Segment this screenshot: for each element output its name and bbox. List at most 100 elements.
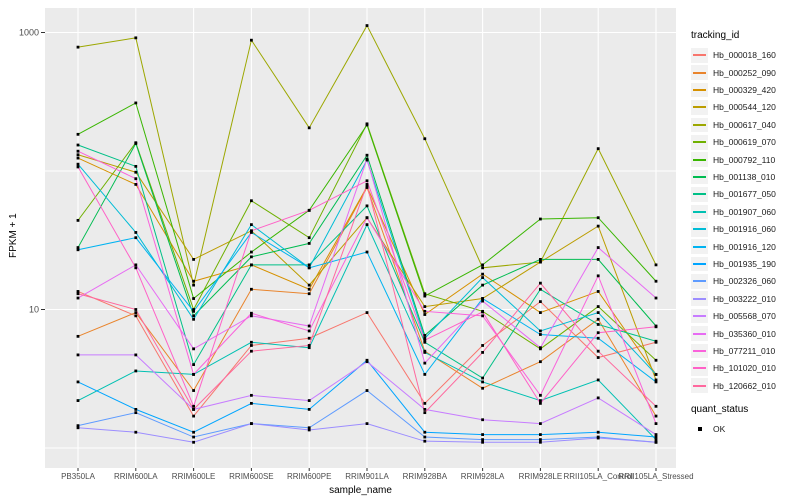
data-point: [654, 435, 658, 439]
y-axis-title: FPKM + 1: [8, 213, 19, 258]
legend-key-swatch: [691, 221, 708, 237]
data-point: [596, 274, 600, 278]
legend-key-swatch: [691, 239, 708, 254]
data-point: [423, 294, 427, 298]
legend-key-swatch: [691, 343, 708, 359]
data-point: [596, 216, 600, 220]
data-point: [76, 380, 80, 384]
data-point: [134, 236, 138, 240]
data-point: [192, 314, 195, 318]
data-point: [596, 430, 600, 434]
data-point: [423, 137, 427, 141]
data-point: [250, 199, 253, 203]
data-point: [596, 396, 600, 400]
x-tick-label: RRIM928LE: [519, 472, 563, 481]
data-point: [423, 439, 427, 443]
data-point: [423, 351, 427, 354]
legend-item-label: Hb_000792_110: [713, 154, 776, 165]
data-point: [596, 147, 600, 151]
x-tick-label: RRIM600LA: [114, 472, 158, 481]
data-point: [76, 353, 80, 357]
data-point: [481, 276, 484, 279]
data-point: [134, 170, 138, 174]
legend-item-label: Hb_002326_060: [713, 276, 776, 287]
data-point: [365, 179, 369, 183]
data-point: [76, 143, 80, 147]
data-point: [192, 414, 195, 418]
data-point: [250, 255, 253, 259]
legend-line-icon: [693, 123, 706, 126]
data-point: [365, 157, 369, 161]
data-point: [307, 287, 311, 291]
legend-line-icon: [693, 315, 706, 318]
legend-items: Hb_000018_160 Hb_000252_090 Hb_000329_420 H…: [691, 48, 799, 394]
y-tick-label: 1000: [19, 28, 39, 38]
data-point: [76, 149, 80, 153]
legend-item: Hb_120662_010: [691, 378, 799, 394]
data-point: [134, 314, 138, 318]
data-point: [654, 378, 658, 382]
data-point: [134, 266, 138, 270]
data-point: [134, 308, 138, 311]
legend-line-icon: [693, 245, 706, 248]
data-point: [250, 229, 253, 233]
data-point: [365, 153, 369, 157]
legend-key-swatch: [691, 117, 708, 133]
legend-item: Hb_000619_070: [691, 134, 799, 150]
legend-item: Hb_001916_060: [691, 221, 799, 237]
data-point: [134, 183, 138, 186]
data-point: [307, 344, 311, 347]
data-point: [423, 336, 427, 340]
legend-line-icon: [693, 176, 706, 179]
legend-line-icon: [693, 54, 706, 57]
data-point: [365, 185, 369, 189]
legend-item-label: Hb_000329_420: [713, 85, 776, 96]
data-point: [76, 165, 80, 169]
data-point: [654, 279, 658, 283]
legend-key-swatch: [691, 48, 708, 63]
data-point: [596, 331, 600, 335]
data-point: [307, 126, 311, 130]
data-point: [481, 418, 484, 422]
legend-item: Hb_000018_160: [691, 48, 799, 63]
data-point: [76, 296, 80, 300]
legend-line-icon: [693, 262, 706, 265]
x-axis-title: sample_name: [329, 485, 392, 496]
legend-key-swatch: [691, 204, 708, 220]
legend-item-label: Hb_005568_070: [713, 311, 776, 322]
data-point: [307, 292, 311, 296]
data-point: [134, 311, 138, 314]
data-point: [76, 162, 80, 166]
data-point: [481, 283, 484, 287]
data-point: [307, 266, 311, 270]
data-point: [365, 204, 369, 208]
data-point: [307, 242, 311, 245]
data-point: [192, 363, 195, 367]
data-point: [192, 430, 195, 434]
data-point: [365, 422, 369, 426]
data-point: [192, 404, 195, 408]
data-point: [423, 340, 427, 344]
data-point: [654, 414, 658, 418]
legend-item: Hb_035360_010: [691, 326, 799, 341]
data-point: [481, 351, 484, 354]
data-point: [76, 334, 80, 338]
legend-line-icon: [693, 349, 706, 352]
legend-item: Hb_001935_190: [691, 256, 799, 272]
data-point: [192, 309, 195, 313]
x-tick-label: RRIM928LA: [461, 472, 505, 481]
data-point: [365, 358, 369, 362]
data-point: [481, 266, 484, 270]
data-point: [654, 296, 658, 300]
x-tick-label: RRIM600LE: [172, 472, 216, 481]
legend-item-label: Hb_001935_190: [713, 258, 776, 269]
data-point: [423, 361, 427, 365]
data-point: [307, 263, 311, 267]
data-point: [250, 344, 253, 347]
data-point: [134, 411, 138, 415]
data-point: [250, 422, 253, 426]
legend-item-label: Hb_001138_010: [713, 172, 776, 183]
x-tick-label: RRIM600SE: [229, 472, 273, 481]
data-point: [250, 393, 253, 397]
